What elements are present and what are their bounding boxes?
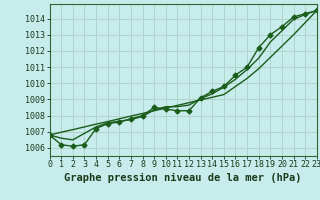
X-axis label: Graphe pression niveau de la mer (hPa): Graphe pression niveau de la mer (hPa) (64, 173, 302, 183)
